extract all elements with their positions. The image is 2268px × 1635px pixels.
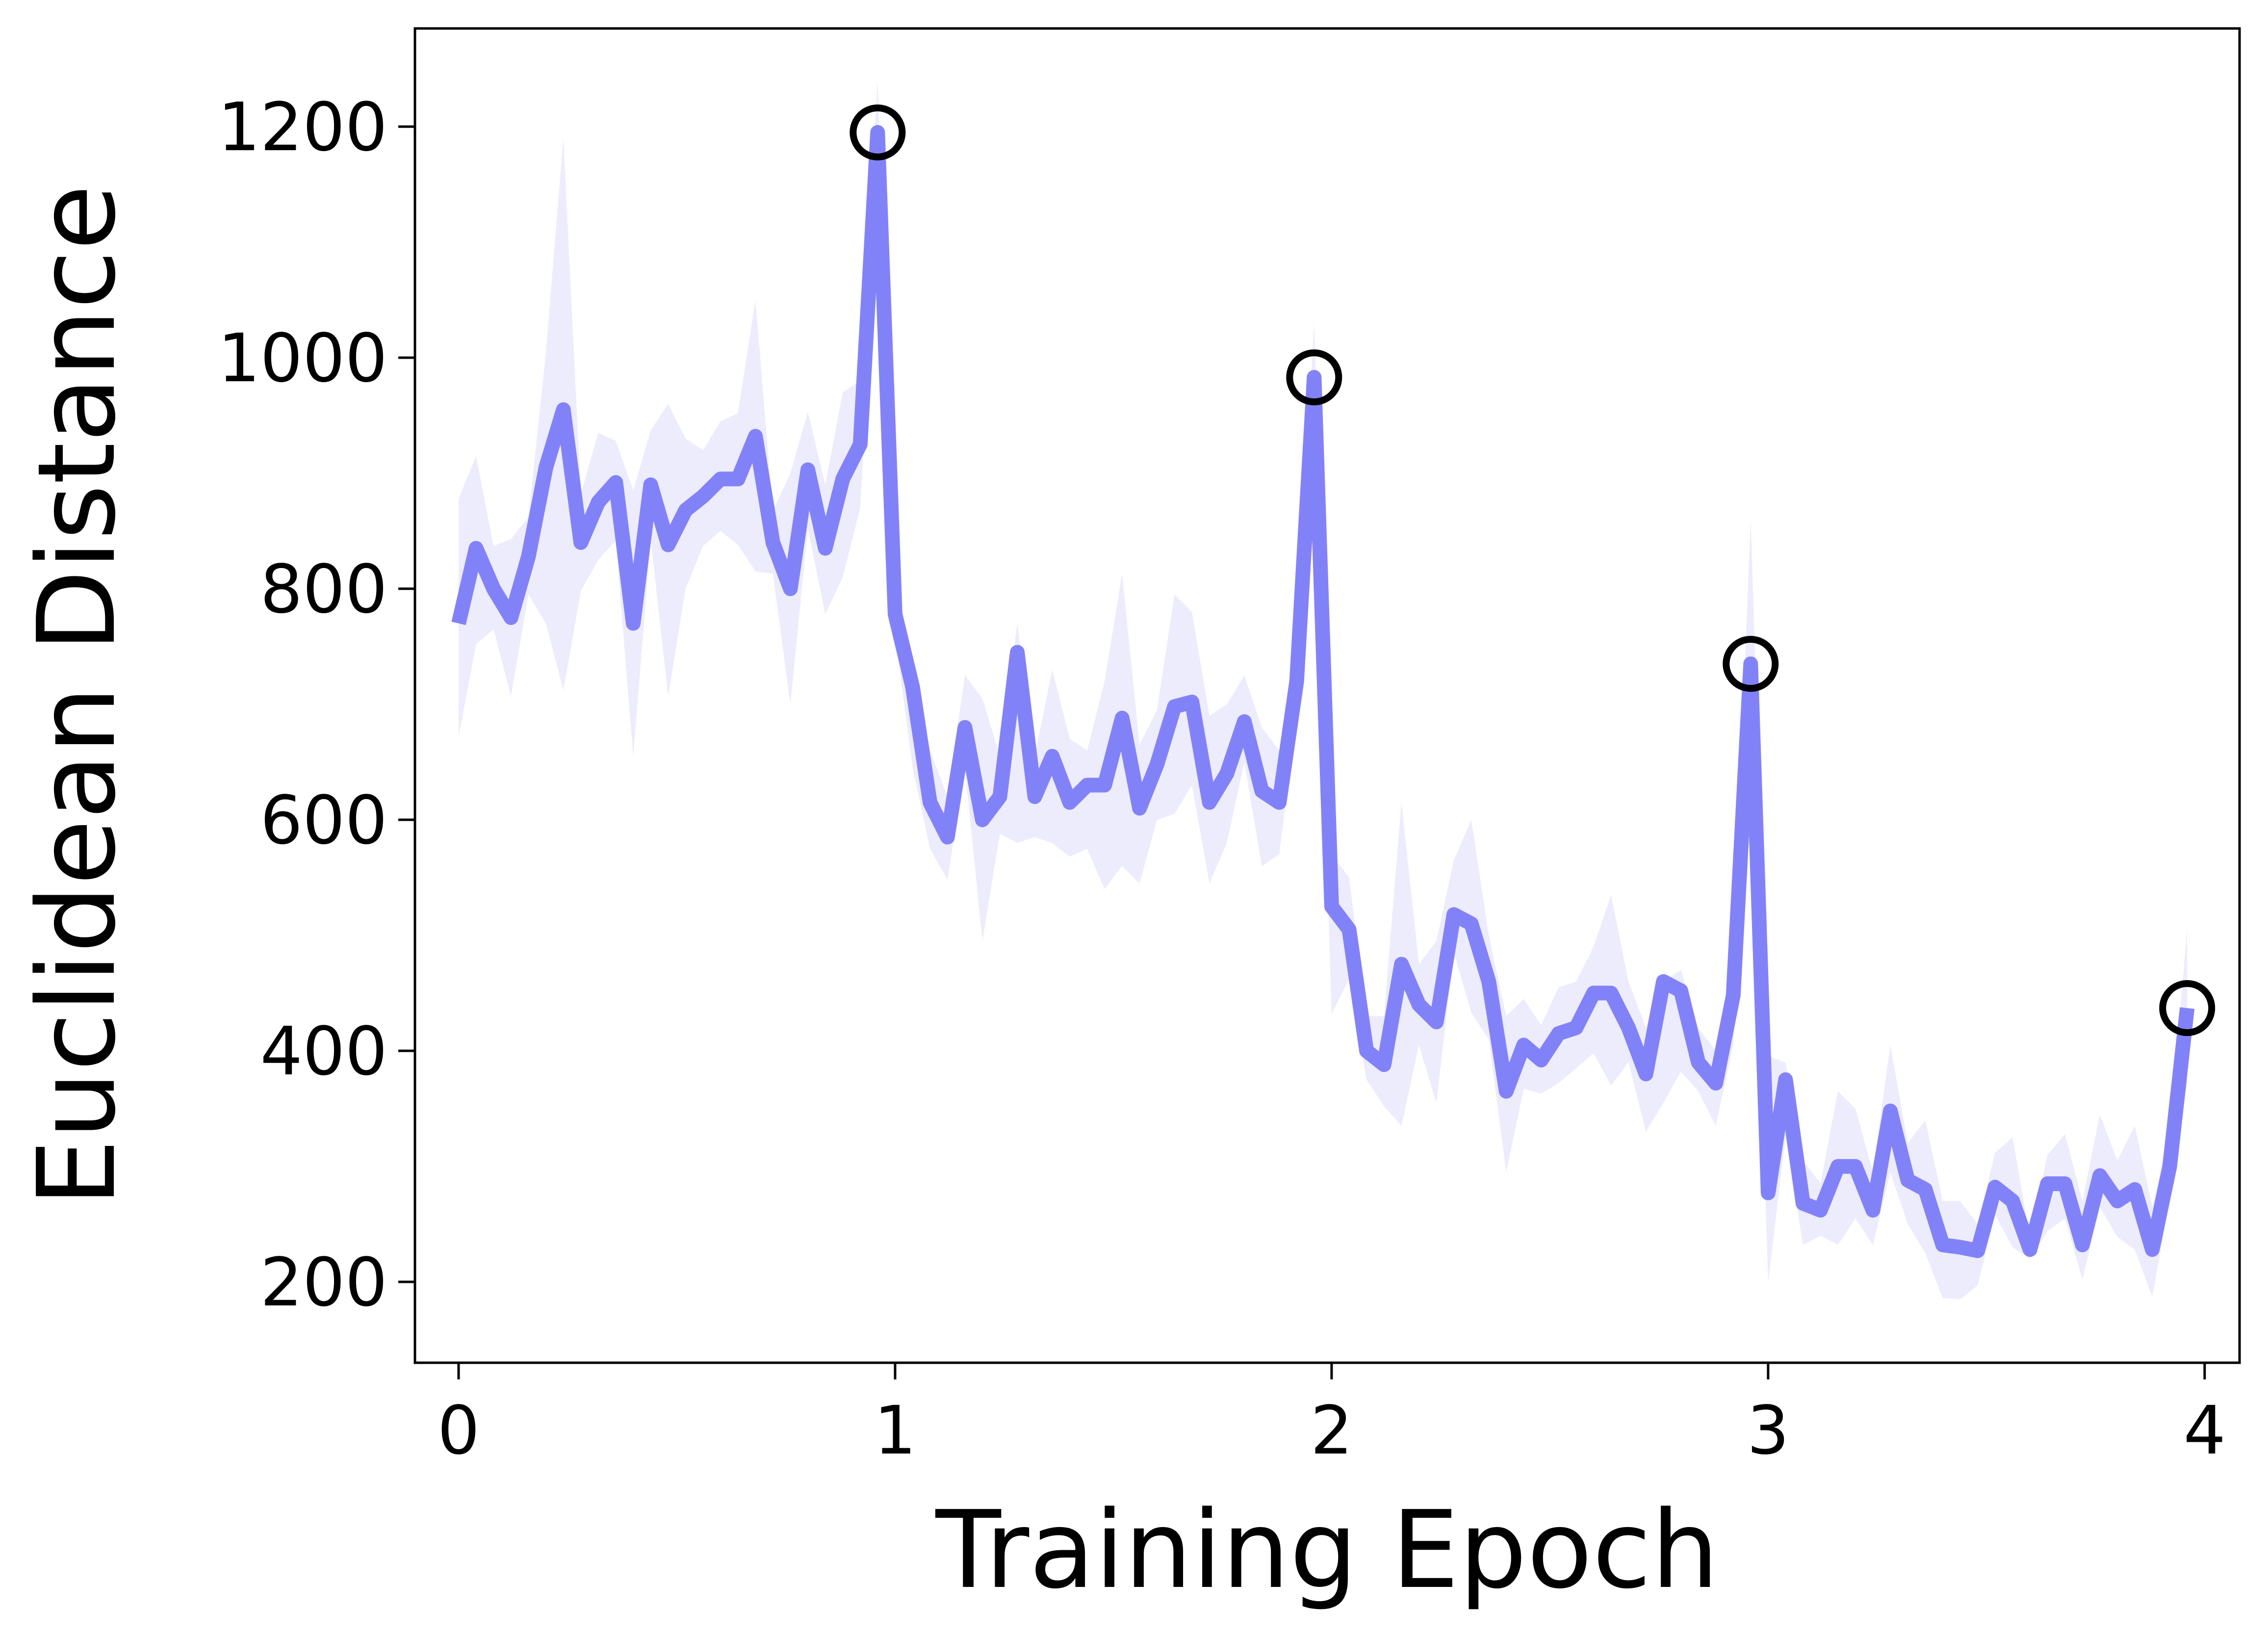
x-tick-label: 4 — [2184, 1392, 2226, 1470]
y-tick-label: 1000 — [218, 320, 387, 397]
plot-area-frame — [413, 27, 2241, 1364]
x-tick-label: 2 — [1311, 1392, 1353, 1470]
peak-marker — [1723, 636, 1779, 692]
x-tick-label: 3 — [1747, 1392, 1790, 1470]
y-axis-ticks: 200 400 600 800 1000 1200 — [218, 89, 415, 1322]
y-tick-label: 800 — [260, 551, 387, 628]
y-tick-label: 200 — [260, 1244, 387, 1322]
x-axis-ticks: 0 1 2 3 4 — [438, 1363, 2226, 1470]
peak-marker — [850, 104, 906, 160]
peak-marker — [1286, 349, 1342, 406]
y-tick-label: 1200 — [218, 89, 387, 166]
series-line — [451, 125, 2195, 1258]
series-line-layer — [451, 125, 2195, 1258]
y-axis-title: Euclidean Distance — [15, 184, 139, 1207]
x-tick-label: 1 — [874, 1392, 917, 1470]
x-axis-title: Training Epoch — [935, 1488, 1719, 1612]
y-tick-label: 400 — [260, 1013, 387, 1090]
x-tick-label: 0 — [438, 1392, 480, 1470]
peak-marker-layer — [850, 104, 2216, 1037]
peak-marker — [2159, 980, 2216, 1037]
y-tick-label: 600 — [260, 782, 387, 859]
